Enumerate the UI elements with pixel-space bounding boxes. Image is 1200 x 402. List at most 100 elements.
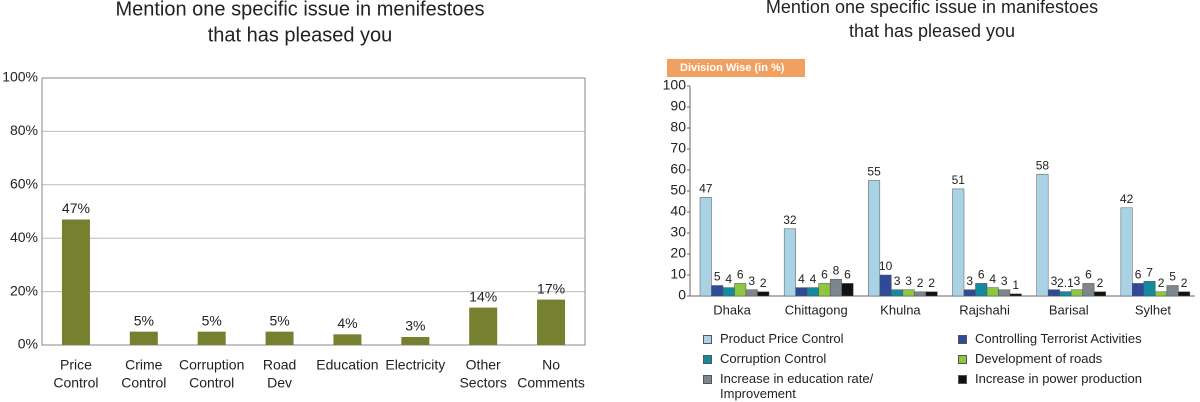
bar: [333, 334, 362, 345]
x-tick-label: Barisal: [1049, 302, 1089, 317]
bar: [1036, 173, 1049, 297]
bar: [757, 291, 770, 297]
bar: [1166, 285, 1179, 297]
y-tick-label: 90: [670, 98, 686, 114]
bar: [537, 299, 566, 345]
value-label: 6: [1135, 268, 1142, 282]
value-label: 5: [714, 270, 721, 284]
chart-title: Mention one specific issue in manifestoe…: [766, 0, 1098, 17]
x-tick-label: Price: [60, 357, 92, 373]
value-label: 10: [879, 259, 893, 273]
value-label: 14%: [469, 288, 497, 304]
y-tick-label: 20: [670, 245, 686, 261]
bar: [963, 289, 976, 297]
value-label: 3: [894, 274, 901, 288]
legend-label: Increase in education rate/ Improvement: [720, 371, 874, 401]
bar: [61, 219, 90, 345]
legend-swatch: [703, 375, 712, 384]
bar: [1082, 283, 1095, 297]
value-label: 47: [699, 181, 713, 195]
bar: [469, 307, 498, 345]
y-tick-label: 60: [670, 161, 686, 177]
value-label: 2: [917, 276, 924, 290]
y-tick-label: 0: [678, 287, 686, 303]
y-tick-label: 60%: [10, 176, 38, 192]
x-tick-label: Control: [189, 375, 234, 391]
legend-label: Increase in power production: [975, 371, 1142, 386]
value-label: 2: [1097, 276, 1104, 290]
value-label: 4: [810, 272, 817, 286]
x-tick-label: Crime: [125, 357, 163, 373]
bar: [986, 287, 999, 297]
x-tick-label: Rajshahi: [959, 302, 1010, 317]
bar: [197, 331, 226, 345]
bar: [998, 289, 1011, 297]
bar: [1059, 291, 1072, 297]
bar: [925, 291, 938, 297]
bar: [952, 188, 965, 297]
legend-item: Controlling Terrorist Activities: [958, 331, 1198, 346]
bar: [711, 285, 724, 297]
bar: [975, 283, 988, 297]
value-label: 4%: [337, 315, 357, 331]
legend-item: Increase in power production: [958, 371, 1198, 386]
value-label: 32: [783, 213, 797, 227]
badge: Division Wise (in %): [680, 62, 785, 74]
bar: [1070, 289, 1083, 297]
value-label: 3: [966, 274, 973, 288]
bar: [1143, 281, 1156, 297]
y-tick-label: 0%: [18, 336, 38, 352]
y-tick-label: 40%: [10, 229, 38, 245]
value-label: 2: [928, 276, 935, 290]
value-label: 2: [1158, 276, 1165, 290]
legend-label: Development of roads: [975, 351, 1103, 366]
x-tick-label: Education: [316, 357, 378, 373]
x-tick-label: Khulna: [880, 302, 921, 317]
legend-swatch: [958, 355, 967, 364]
plot-border: [41, 77, 586, 346]
value-label: 51: [952, 173, 966, 187]
x-tick-label: Control: [121, 375, 166, 391]
bar: [745, 289, 758, 297]
bar: [1009, 293, 1022, 297]
legend-item: Development of roads: [958, 351, 1198, 366]
x-tick-label: Sectors: [459, 375, 506, 391]
value-label: 42: [1120, 192, 1134, 206]
y-tick-label: 50: [670, 182, 686, 198]
badge-bg: [667, 59, 805, 77]
x-tick-label: No: [542, 357, 560, 373]
x-tick-label: Other: [466, 357, 501, 373]
value-label: 47%: [62, 200, 90, 216]
bar: [129, 331, 158, 345]
bar: [818, 283, 831, 297]
bar: [1155, 291, 1168, 297]
value-label: 6: [737, 268, 744, 282]
x-tick-label: Chittagong: [785, 302, 848, 317]
bar: [1178, 291, 1191, 297]
chart-title: that has pleased you: [208, 24, 393, 46]
bar: [265, 331, 294, 345]
legend-swatch: [703, 355, 712, 364]
bar: [1120, 207, 1133, 297]
x-tick-label: Dev: [267, 375, 292, 391]
value-label: 5%: [269, 312, 289, 328]
value-label: 2: [760, 276, 767, 290]
y-tick-label: 10: [670, 266, 686, 282]
legend-label: Controlling Terrorist Activities: [975, 331, 1142, 346]
value-label: 6: [844, 268, 851, 282]
legend-item: Product Price Control: [703, 331, 943, 346]
y-tick-label: 20%: [10, 282, 38, 298]
x-tick-label: Road: [263, 357, 296, 373]
value-label: 5%: [134, 312, 154, 328]
value-label: 6: [1085, 268, 1092, 282]
value-label: 55: [867, 165, 881, 179]
x-tick-label: Dhaka: [713, 302, 751, 317]
chart-title: that has pleased you: [849, 21, 1015, 41]
bar: [868, 180, 881, 297]
value-label: 3%: [405, 318, 425, 334]
value-label: 4: [798, 272, 805, 286]
value-label: 3: [905, 274, 912, 288]
chart-title: Mention one specific issue in menifestoe…: [115, 0, 484, 20]
value-label: 4: [725, 272, 732, 286]
